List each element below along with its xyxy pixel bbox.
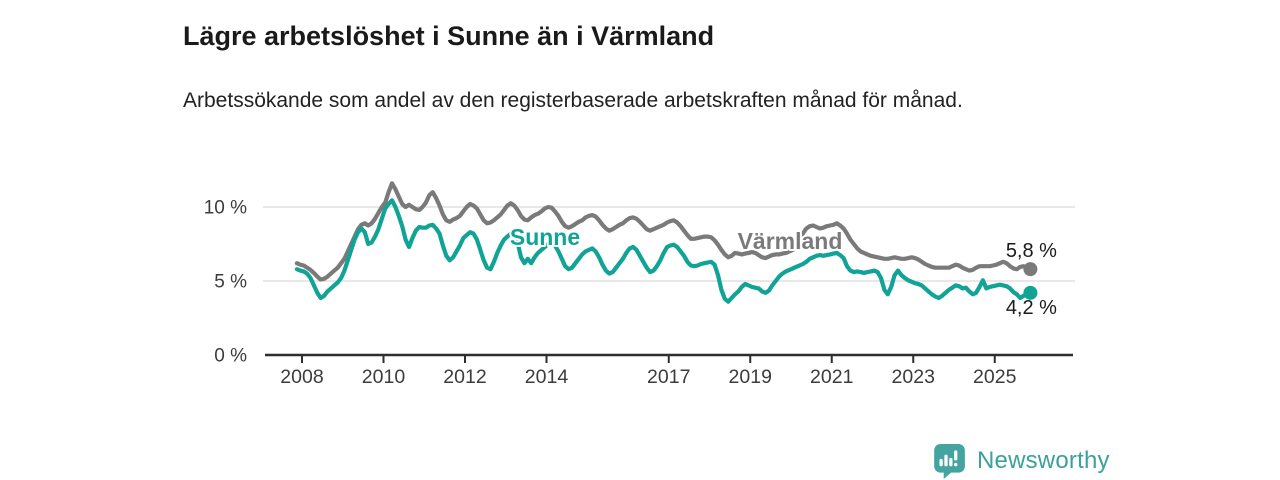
page-title: Lägre arbetslöshet i Sunne än i Värmland xyxy=(183,21,715,52)
x-tick-label-2019: 2019 xyxy=(729,366,772,388)
sunne-line xyxy=(294,198,1033,304)
chart-subtitle: Arbetssökande som andel av den registerb… xyxy=(183,89,963,112)
värmland-line xyxy=(294,181,1033,282)
sunne-end-value-label: 4,2 % xyxy=(1006,297,1057,319)
x-tick-label-2023: 2023 xyxy=(892,366,935,388)
värmland-end-dot xyxy=(1023,262,1038,277)
x-tick-label-2008: 2008 xyxy=(280,366,323,388)
newsworthy-brand: Newsworthy xyxy=(932,443,1110,479)
värmland-series-label: Värmland xyxy=(738,228,843,254)
x-tick-label-2021: 2021 xyxy=(810,366,853,388)
sunne-end-dot xyxy=(1023,285,1038,300)
x-tick-label-2010: 2010 xyxy=(362,366,406,388)
y-tick-label-5: 5 % xyxy=(214,272,247,293)
y-tick-label-10: 10 % xyxy=(204,198,247,219)
x-tick-label-2012: 2012 xyxy=(443,366,486,388)
mini-bar-chart-glyph xyxy=(939,450,958,467)
x-tick-label-2025: 2025 xyxy=(973,366,1017,388)
x-tick-label-2014: 2014 xyxy=(525,366,569,388)
y-tick-label-0: 0 % xyxy=(214,346,247,367)
newsworthy-logo-icon xyxy=(934,444,965,479)
sunne-series-label: Sunne xyxy=(510,224,580,250)
x-tick-label-2017: 2017 xyxy=(647,366,690,388)
newsworthy-brand-name: Newsworthy xyxy=(977,447,1110,474)
värmland-end-value-label: 5,8 % xyxy=(1006,240,1057,262)
